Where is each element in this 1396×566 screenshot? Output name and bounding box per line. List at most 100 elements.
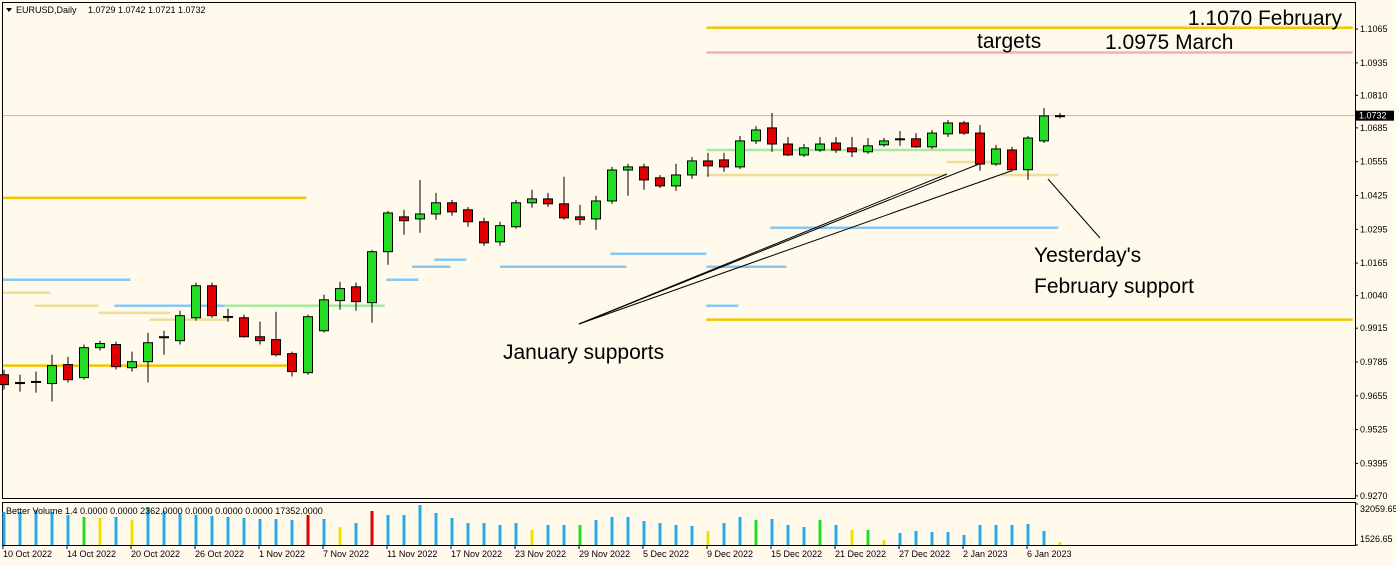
volume-bar [114,516,118,545]
candle-body [207,285,217,317]
volume-tick-label: 32059.65 [1360,504,1396,514]
menu-arrow [6,8,12,12]
volume-bar [450,518,454,545]
y-tick-label: 0.9270 [1360,491,1388,501]
candle-body [95,343,105,349]
x-tick-label: 2 Jan 2023 [963,549,1008,559]
volume-bar [50,512,54,545]
y-tick-label: 1.0555 [1360,157,1388,167]
candle-body [271,339,281,356]
annotation: targets [977,30,1041,53]
candle-body [607,169,617,202]
volume-bar [354,523,358,545]
candle-body [591,200,601,220]
y-tick-label: 1.1065 [1360,24,1388,34]
candle-body [623,166,633,171]
volume-bar [1026,523,1030,545]
candle-body [431,202,441,215]
volume-bar [690,525,694,545]
volume-bar [722,523,726,545]
candle-body [575,216,585,221]
y-tick-label: 1.0295 [1360,224,1388,234]
candle-body [799,147,809,156]
volume-tick-label: 1526.65 [1360,534,1393,544]
annotation: Yesterday's [1034,244,1141,267]
candle-body [927,132,937,148]
volume-bar [258,518,262,545]
candle-body [223,315,233,318]
candle-body [447,202,457,213]
volume-bar [866,529,870,545]
candle-body [671,174,681,187]
candle-body [863,145,873,153]
volume-bar [370,510,374,545]
candle-body [399,216,409,222]
candle-body [527,198,537,204]
volume-bar [274,518,278,545]
ohlc-open: 1.0729 [88,5,116,15]
candle-body [79,347,89,379]
y-tick-label: 1.0810 [1360,90,1388,100]
candle-body [367,251,377,304]
annotation: 1.0975 March [1105,31,1233,54]
volume-bar [1042,530,1046,545]
candle-body [543,198,553,205]
volume-bar [898,532,902,545]
volume-bar [178,512,182,545]
volume-bar [130,519,134,545]
candle-body [303,316,313,374]
candle-body [1007,149,1017,171]
candle-body [319,299,329,332]
y-tick-label: 0.9525 [1360,425,1388,435]
annotation: 1.1070 February [1188,7,1343,30]
pointer-lines [578,163,1101,325]
volume-bar [530,529,534,545]
current-price-box [1356,110,1394,121]
volume-bar [786,525,790,545]
candle-body [415,213,425,220]
candle-body [111,344,121,368]
candle-body [831,142,841,151]
volume-bar [818,519,822,545]
candle-body [255,336,265,342]
candle-body [351,286,361,303]
candle-body [975,132,985,165]
volume-bar [402,514,406,545]
volume-bar [994,525,998,545]
x-tick-label: 23 Nov 2022 [515,549,566,559]
volume-bar [498,525,502,545]
volume-bar [338,527,342,545]
candle-body [719,159,729,168]
y-tick-label: 1.0040 [1360,291,1388,301]
volume-bar [82,516,86,545]
candle-body [1039,115,1049,142]
volume-bar [626,516,630,545]
x-tick-label: 6 Jan 2023 [1027,549,1072,559]
volume-bar [562,525,566,545]
pointer-line [578,170,1012,325]
x-tick-label: 17 Nov 2022 [451,549,502,559]
candle-body [15,382,25,385]
candle-body [1055,115,1065,118]
volume-bar [290,519,294,545]
candle-body [383,212,393,253]
volume-bar [642,520,646,545]
volume-bar [770,518,774,545]
candle-body [0,374,9,386]
candle-body [655,177,665,187]
volume-bar [1058,541,1062,545]
volume-bar [882,539,886,545]
candle-body [879,140,889,146]
x-tick-label: 1 Nov 2022 [259,549,305,559]
volume-bar [18,512,22,545]
x-tick-label: 21 Dec 2022 [835,549,886,559]
volume-bar [194,514,198,545]
volume-bar [434,512,438,545]
x-tick-label: 29 Nov 2022 [579,549,630,559]
volume-bar [306,514,310,545]
volume-bar [162,510,166,545]
candle-body [159,336,169,339]
candle-body [687,160,697,176]
x-tick-label: 15 Dec 2022 [771,549,822,559]
